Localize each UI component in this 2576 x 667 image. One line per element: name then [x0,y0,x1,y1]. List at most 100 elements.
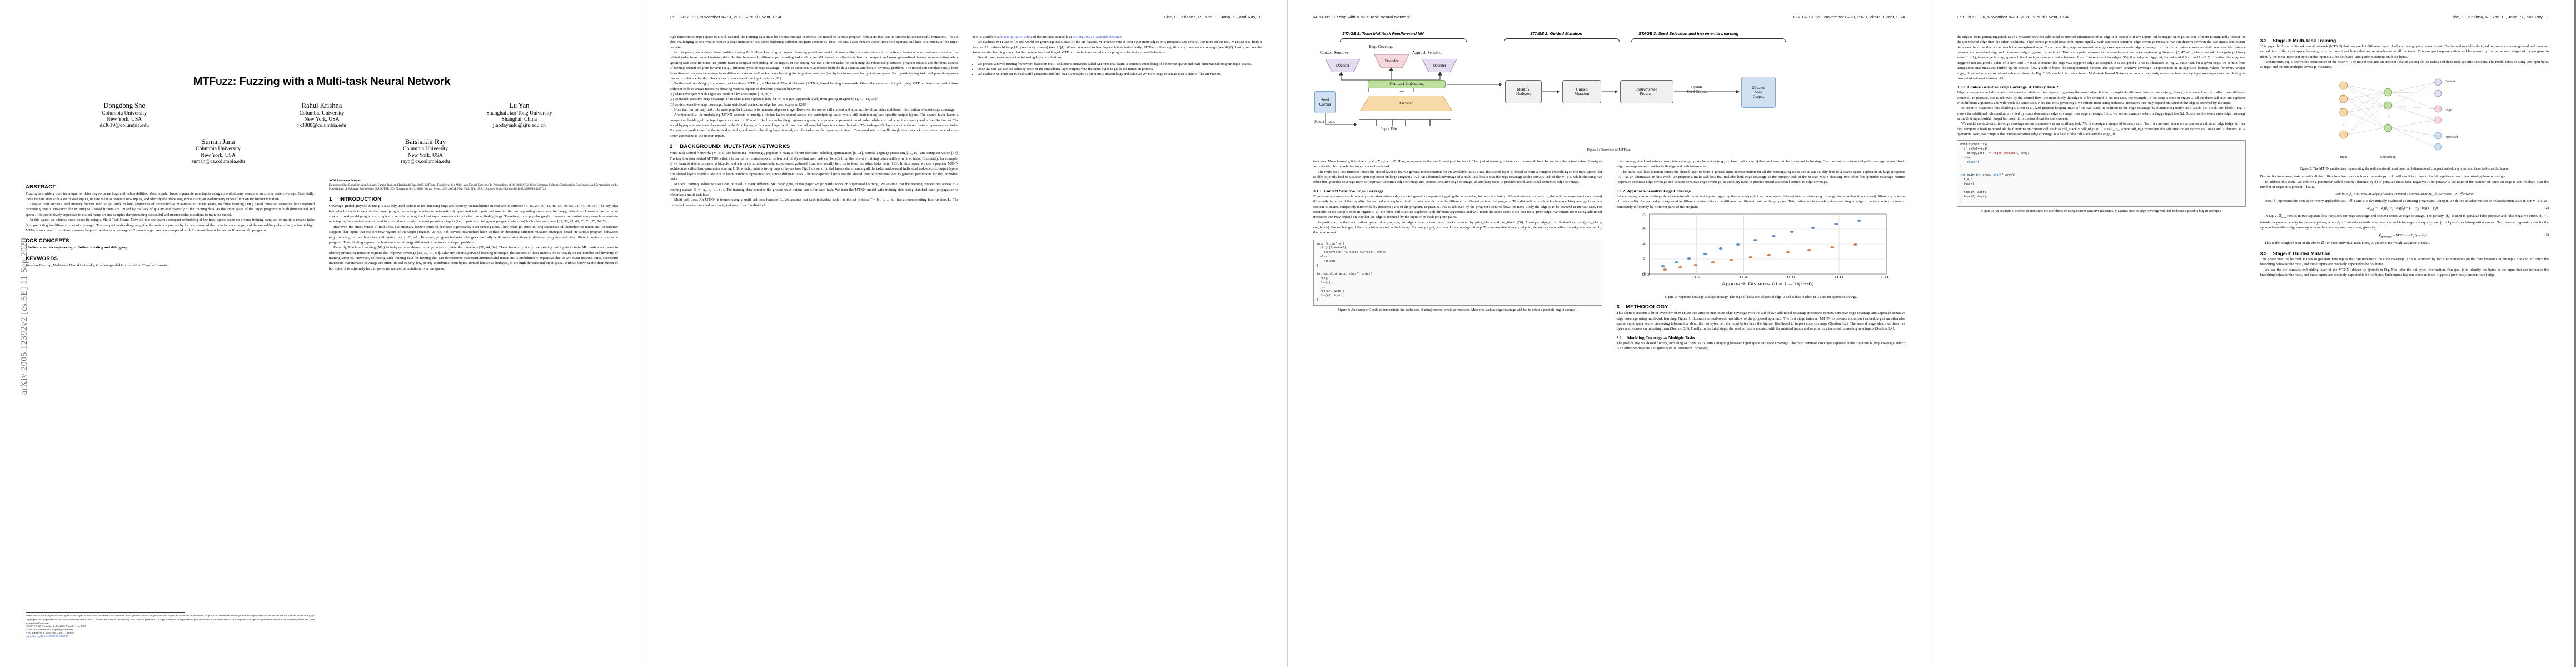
instrumented-program-box: Instrumented Program [1620,80,1673,103]
sec33-p: This phase uses the learned MTNN to gene… [2260,257,2549,267]
section-heading-3-methodology: 3 METHODOLOGY [1617,304,1906,310]
intro-bullet-3: (3) context-sensitive edge coverage: fro… [670,102,807,107]
svg-text:⋮: ⋮ [2341,121,2345,126]
eval-summary: We evaluate MTFuzz on 10 real world prog… [973,40,1262,55]
tool-url-link[interactable]: https://git.io/JUWkj [1000,35,1030,39]
ccs-heading: CCS CONCEPTS [26,238,69,245]
page4-right-p6: This is the weighted sum of the above 𝓛i… [2264,241,2430,247]
author-block: Lu Yan Shanghai Jiao Tong University Sha… [421,102,618,129]
figure-2-scatter-plot: 0.0 0.2 0.4 0.6 0.8 1.0 0 2 4 6 8 Approa… [1617,210,1906,293]
author-email: suman@cs.columbia.edu [191,158,245,165]
svg-text:0.2: 0.2 [1692,275,1701,279]
svg-text:2: 2 [1642,257,1646,261]
input-cell [1359,119,1377,126]
mod-p1: The goal of any ML-based fuzzers, includ… [1616,341,1906,351]
page3-right-p1: it is coarse-grained and misses many int… [1616,160,1906,169]
sec313-p: Edge coverage cannot distinguish between… [1957,91,2246,105]
list-item: We evaluate MTFuzz on 10 real world prog… [978,72,1262,77]
keywords-heading: KEYWORDS [26,255,58,262]
svg-text:⋮: ⋮ [2386,115,2390,119]
author-affiliation: Shanghai Jiao Tong University [486,109,552,116]
page-2-left-column: high dimensional input space [61, 64]. S… [670,34,959,657]
author-block: Dongdong She Columbia University New Yor… [26,102,223,129]
page-1: arXiv:2005.12392v2 [cs.SE] 11 Sep 2020 M… [0,0,644,667]
intro-p7: Note that our primary task, like most po… [674,108,955,112]
coverage-discussion-p2: The multi-task loss function forces the … [1313,170,1602,185]
decoder-label: Decoder [1384,59,1399,63]
section-heading-3-3: 3.3 Stage-II: Guided Mutation [2260,251,2549,256]
footnote-rule [26,612,185,613]
runhead-conference: ESEC/FSE '20, November 8–13, 2020, Virtu… [670,14,782,19]
input-cell [1392,119,1406,126]
bg-p1: Multi-task Neural Networks (MTNN) are be… [670,151,959,181]
page-2-right-column: tool is available at https://git.io/JUWk… [973,34,1262,657]
abstract-p1: Fuzzing is a widely used technique for d… [26,192,315,201]
author-block: Baishakhi Ray Columbia University New Yo… [322,138,529,165]
select-inputs-label: Select Inputs [1314,120,1336,124]
section-heading-3-1-1: 3.1.1 Context Sensitive Edge Coverage. [1313,188,1385,193]
section-number: 1 [329,196,332,203]
input-file-label: Input File [1381,127,1397,131]
author-location: New York, USA [107,116,142,123]
guided-mutation-box: Guided Mutation [1562,80,1601,103]
page-4: ESEC/FSE '20, November 8–13, 2020, Virtu… [1931,0,2574,667]
runhead-conference: ESEC/FSE '20, November 8–13, 2020, Virtu… [1957,14,2069,19]
bg-p2: MTNN Training. While MTNNs can be used i… [670,182,959,197]
page4-right-p3: To address this issue, we enforce a para… [2260,180,2549,189]
intro-p8: Architecturally, the underlying MTNN con… [670,113,959,138]
runhead-authors: She, D., Krishna, R., Yan, L., Jana, S.,… [1164,14,1262,19]
section-number: 3.1 [1616,335,1622,340]
section-heading-background: 2 BACKGROUND: MULTI-TASK NETWORKS [670,143,959,150]
stage-2-label: STAGE 2: Guided Mutation [1530,31,1582,36]
intro-bullet-1: (1) edge coverage: which edges are explo… [670,92,771,96]
page-1-columns: ABSTRACT Fuzzing is a widely used techni… [26,179,618,640]
updated-seed-corpus-box: Updated Seed Corpus [1741,77,1776,108]
task-label-context-sensitive: Context-Sensitive [1320,51,1349,55]
page4-left-p1: the edge is from getting triggered. Such… [1957,35,2246,81]
svg-text:Approach: Approach [2444,136,2458,139]
method-p1: This section presents a brief overview o… [1616,311,1906,331]
svg-text:1.0: 1.0 [1880,275,1889,279]
section-title: METHODOLOGY [1626,304,1668,311]
contrib-summary: Overall, our paper makes the following k… [977,56,1063,60]
footnote-doi-link[interactable]: https://doi.org/10.1145/3368089.3409723 [26,635,68,638]
page-2-columns: high dimensional input space [61, 64]. S… [670,34,1262,657]
page4-right-p4: Here, β₁ represents the penalty for ever… [2264,199,2549,203]
bg-p3: Multi-task Loss. An MTNN is trained usin… [670,198,959,207]
figure-3-code-listing: void f(char* x){ if (x[0]==0x4f) strcpy(… [1313,239,1602,306]
list-item: We present a novel fuzzing framework bas… [978,62,1262,67]
section-number: 3.3 [2260,251,2267,257]
page-3-columns: task loss. More formally, it is given by… [1313,159,1905,659]
acm-ref-body: Dongdong She, Rahul Krishna, Lu Yan, Sum… [329,183,618,191]
author-email: rayb@cs.columbia.edu [401,158,450,165]
equation-loss: 𝓛task = – Σi(βi · yi · log(ŷi) + (1 – yi… [2366,206,2549,211]
embedding-dots: …. [1399,88,1404,93]
author-affiliation: Columbia University [403,146,448,152]
section-heading-introduction: 1 INTRODUCTION [329,196,618,202]
svg-text:0.6: 0.6 [1787,275,1795,279]
figure-1-pipeline-diagram: STAGE 1: Train Multitask Feedforward NN … [1313,31,1905,142]
footnote-permission: Permission to make digital or hard copie… [26,614,315,624]
intro-p2: However, the effectiveness of traditiona… [329,225,618,245]
sec311-p2: In particular, in the control-flow graph… [1313,220,1602,235]
input-cell [1377,119,1392,126]
task-label-approach-sensitive: Approch-Sensitive [1412,51,1442,55]
sec313-p3: We model context-sensitive edge coverage… [1957,122,2246,137]
stage-3-brace [1631,38,1786,42]
artifact-doi-link[interactable]: doi.org/10.5281/zenodo.3903818 [1073,35,1122,39]
author-location: New York, USA [201,152,236,158]
footnote-copyright: © 2020 Association for Computing Machine… [26,628,74,631]
author-email: jiaodayanlu@sjtu.edu.cn [492,122,546,129]
svg-text:Input: Input [2340,156,2347,159]
sec312-p: Edge coverage cannot distinguish between… [1616,194,1906,209]
intro-p1: Coverage-guided greybox fuzzing is a wid… [329,204,618,224]
intro-p5: In this paper, we address these problems… [670,51,959,81]
svg-text:0.4: 0.4 [1740,275,1748,279]
task-label-edge-coverage: Edge Coverage [1369,44,1394,49]
contribution-list: We present a novel fuzzing framework bas… [978,62,1262,77]
intro-p6: To this end, we design, implement, and e… [670,82,959,91]
svg-text:4: 4 [1642,242,1646,246]
section-title: Stage-II: Guided Mutation [2273,251,2331,257]
figure-5-mtnn-diagram: ⋮ ⋮ [2260,70,2549,165]
figure-3-caption: Figure 3: An example C code to demonstra… [1338,307,1578,312]
